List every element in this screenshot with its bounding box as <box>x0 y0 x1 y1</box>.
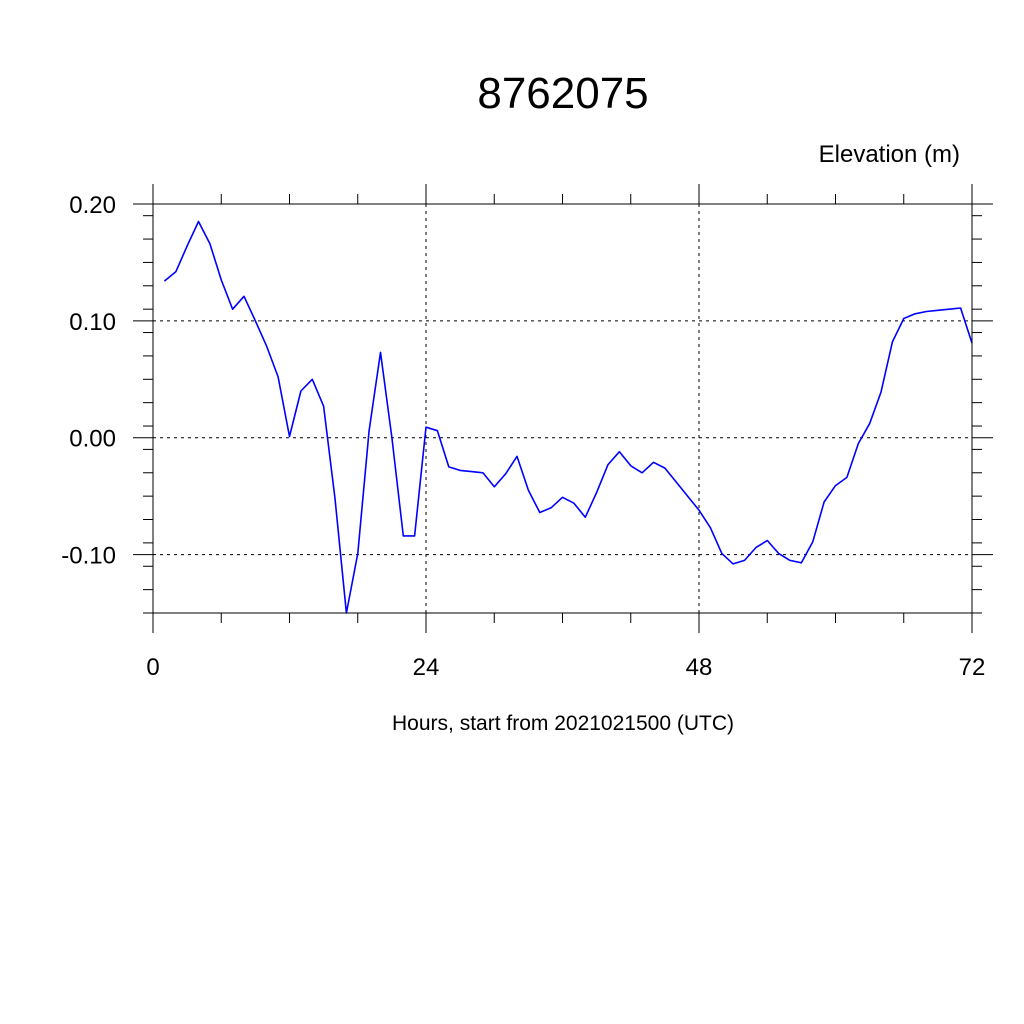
x-tick-labels: 0 24 48 72 <box>146 654 985 681</box>
x-tick-label: 72 <box>959 654 986 681</box>
x-tick-label: 48 <box>686 654 713 681</box>
x-axis-label: Hours, start from 2021021500 (UTC) <box>392 712 734 735</box>
grid-lines <box>152 203 973 613</box>
y-tick-label: -0.10 <box>61 543 116 570</box>
x-tick-label: 24 <box>413 654 440 681</box>
axis-ticks <box>133 184 993 633</box>
elevation-series-line <box>163 220 973 614</box>
y-tick-labels: 0.20 0.10 0.00 -0.10 <box>61 192 116 570</box>
y-tick-label: 0.10 <box>69 309 116 336</box>
x-tick-label: 0 <box>146 654 159 681</box>
chart-title: 8762075 <box>477 69 648 118</box>
series-layer <box>163 220 973 614</box>
plot-frame <box>152 203 973 614</box>
y-axis-unit-label: Elevation (m) <box>819 141 960 168</box>
y-tick-label: 0.00 <box>69 426 116 453</box>
y-tick-label: 0.20 <box>69 192 116 219</box>
